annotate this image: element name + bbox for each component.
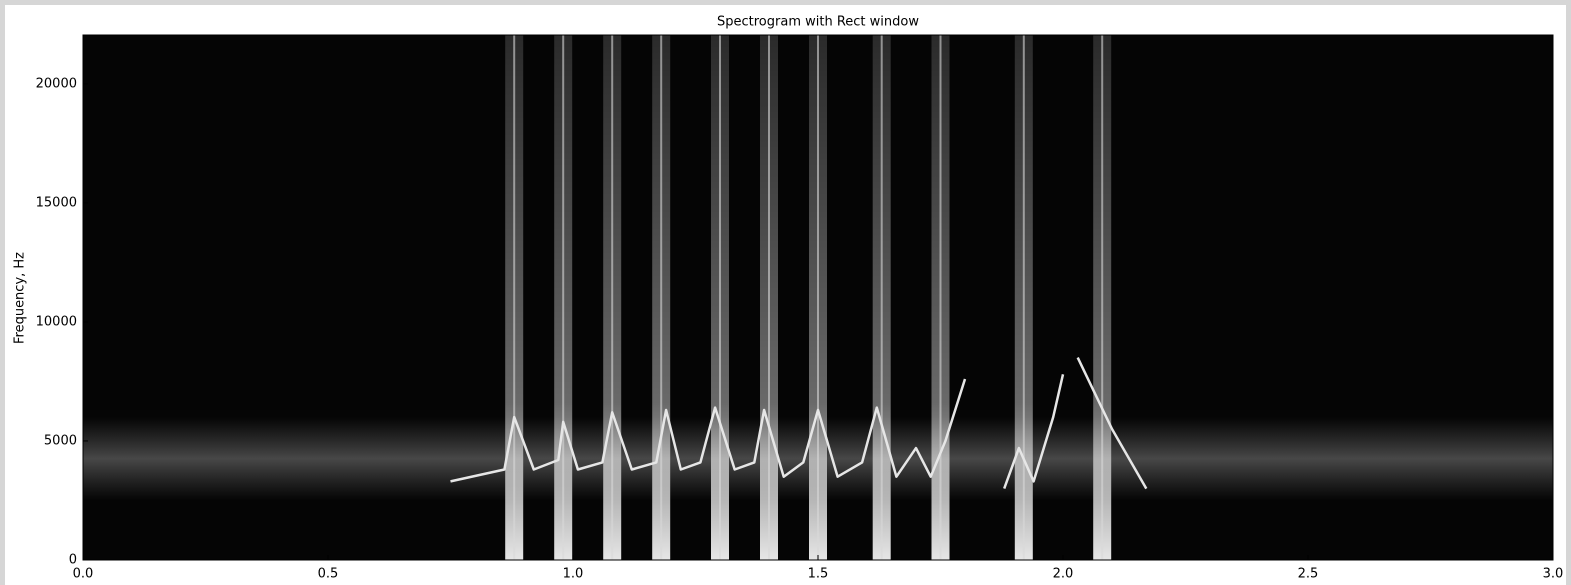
chart-title: Spectrogram with Rect window (717, 15, 919, 30)
y-axis-label: Frequency, Hz (13, 252, 28, 344)
y-tick-label: 0 (69, 553, 77, 568)
y-tick-label: 10000 (36, 314, 77, 329)
x-tick-label: 2.5 (1298, 567, 1319, 582)
y-tick-label: 5000 (44, 433, 77, 448)
x-tick-label: 1.0 (563, 567, 584, 582)
x-tick-label: 1.5 (808, 567, 829, 582)
y-tick-label: 15000 (36, 195, 77, 210)
x-tick-label: 3.0 (1543, 567, 1564, 582)
y-tick-label: 20000 (36, 76, 77, 91)
x-tick-label: 0.5 (318, 567, 339, 582)
x-tick-label: 2.0 (1053, 567, 1074, 582)
ridge-line (450, 357, 1148, 490)
x-tick-label: 0.0 (73, 567, 94, 582)
